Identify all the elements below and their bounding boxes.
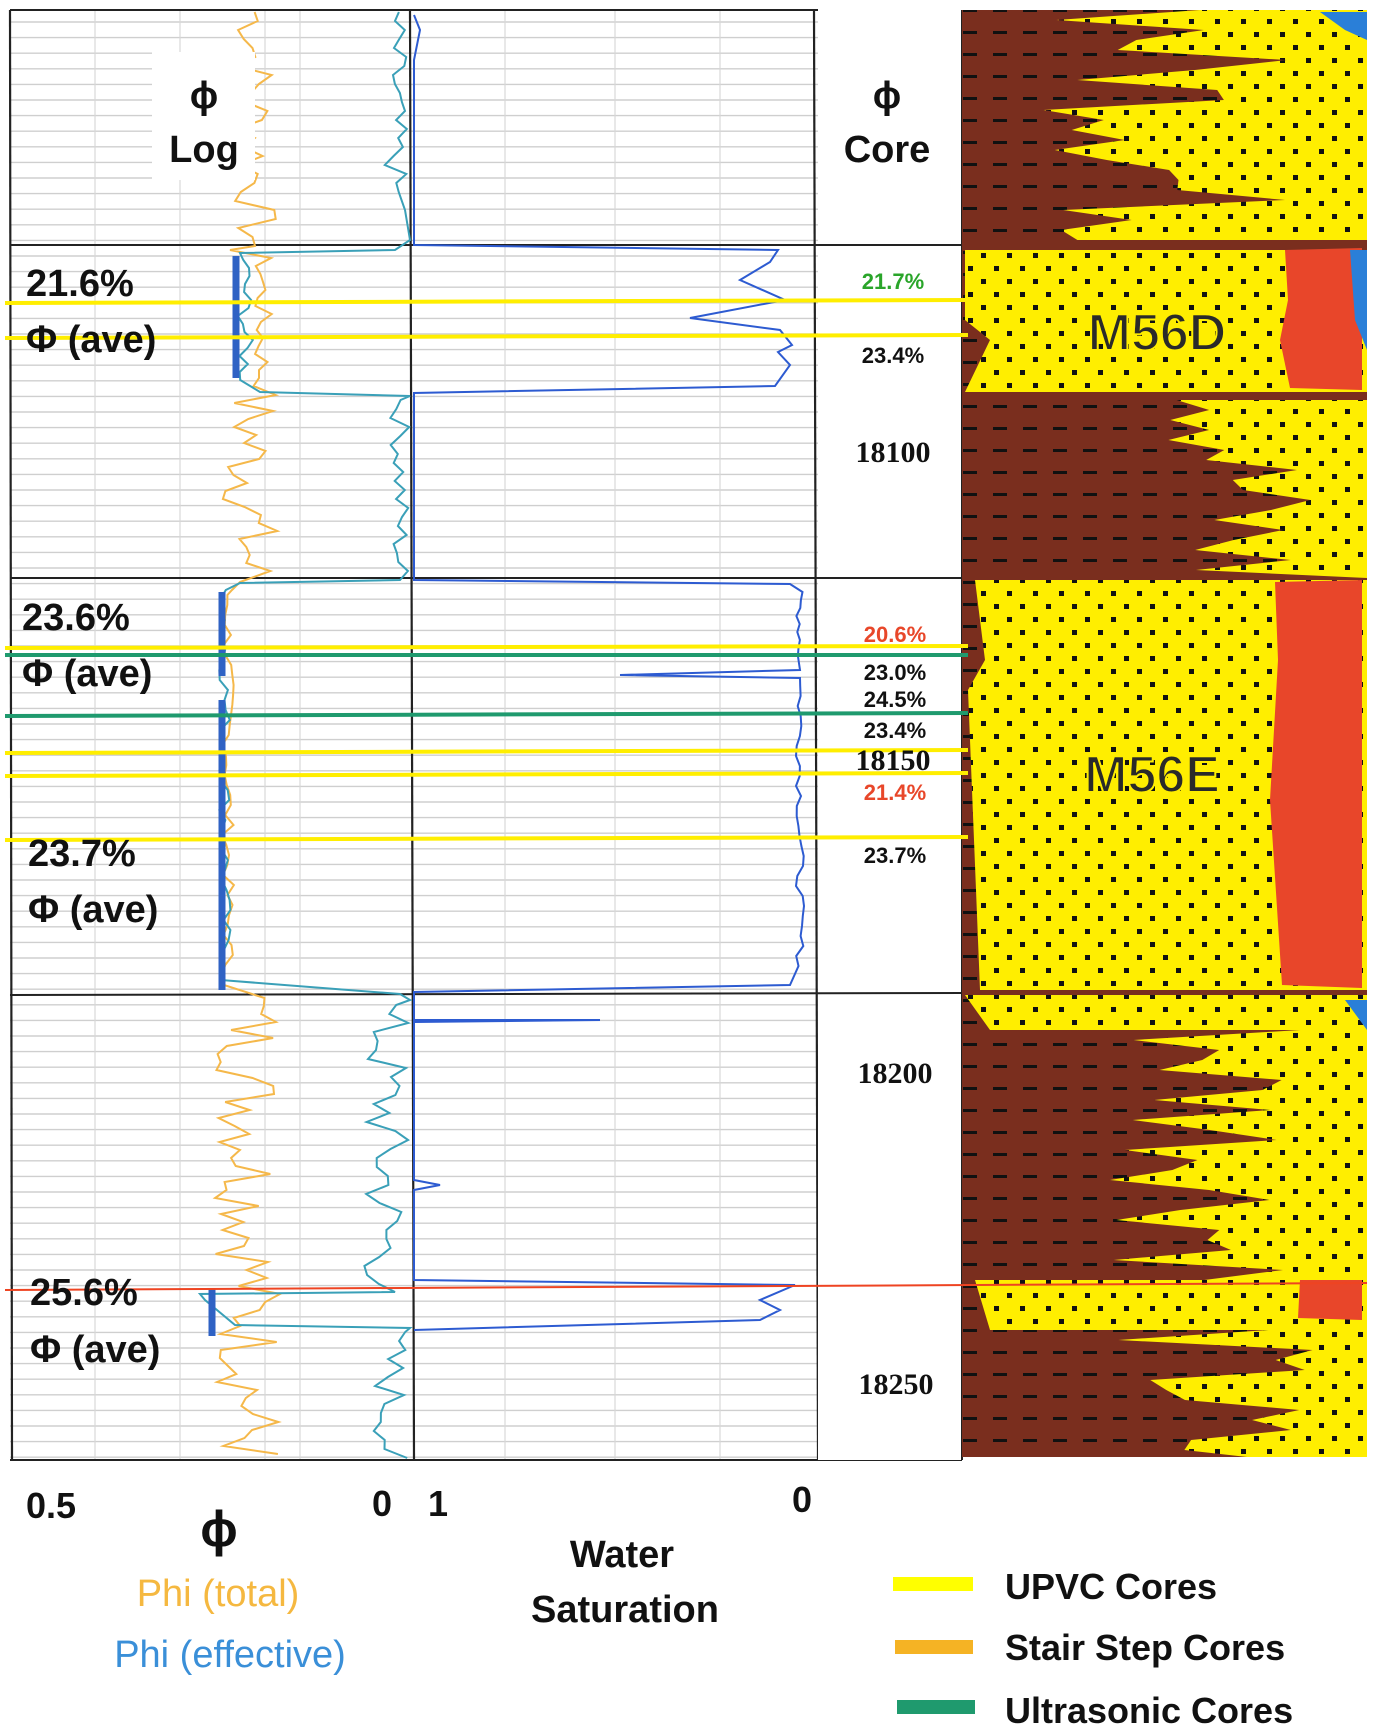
log-curves — [197, 11, 806, 1459]
phi-effective-label: Phi (effective) — [114, 1634, 346, 1676]
ave-porosity-label-4: Φ (ave) — [30, 1329, 160, 1371]
phi-axis-symbol: ϕ — [200, 1501, 237, 1557]
zone-boundary — [9, 992, 963, 996]
phi-axis-right: 0 — [372, 1483, 392, 1524]
core-value-4: 23.0% — [864, 660, 926, 685]
phi-effective-curve — [197, 11, 413, 1459]
ave-porosity-label-3: Φ (ave) — [28, 889, 158, 931]
track-border — [8, 9, 14, 1461]
sw-label-line1: Water — [570, 1534, 674, 1576]
core-header-box — [826, 52, 946, 180]
sand-m56d — [965, 250, 1367, 392]
ave-porosity-value-3: 23.7% — [28, 833, 136, 875]
phi-total-label: Phi (total) — [137, 1573, 300, 1615]
zone-label-m56e: M56E — [1084, 746, 1220, 804]
log-phi-symbol: ϕ — [190, 75, 218, 117]
legend-label-ultrasonic: Ultrasonic Cores — [1005, 1690, 1293, 1731]
core-markers — [4, 298, 1368, 1291]
lithology-column — [962, 10, 1367, 1457]
depth-label-18250: 18250 — [859, 1368, 934, 1401]
ave-porosity-value-1: 21.6% — [26, 263, 134, 305]
core-value-8: 23.7% — [864, 843, 926, 868]
sand-thin — [965, 995, 1367, 1030]
oil-m56e — [1270, 580, 1362, 988]
water-saturation-curve — [413, 14, 806, 1331]
core-marker-line — [4, 298, 969, 305]
depth-label-18150: 18150 — [856, 744, 931, 777]
ave-porosity-value-4: 25.6% — [30, 1272, 138, 1314]
oil-lower — [1298, 1280, 1362, 1320]
sand-band-mid — [1168, 400, 1367, 578]
core-column — [818, 10, 962, 1460]
core-marker-line — [4, 644, 969, 650]
log-header-box — [152, 52, 255, 180]
log-header-label: Log — [169, 129, 239, 171]
depth-label-18200: 18200 — [858, 1057, 933, 1090]
sand-m56e — [968, 580, 1367, 990]
core-marker-line — [4, 333, 969, 340]
gas-thin — [1345, 1000, 1367, 1030]
core-value-2: 23.4% — [862, 343, 924, 368]
core-header-label: Core — [844, 129, 931, 171]
oil-m56d — [1280, 248, 1362, 390]
sand-band-top — [1043, 10, 1367, 240]
legend-label-upvc: UPVC Cores — [1005, 1566, 1217, 1607]
core-value-6: 23.4% — [864, 718, 926, 743]
ave-porosity-label-2: Φ (ave) — [22, 653, 152, 695]
core-value-1: 21.7% — [862, 269, 924, 294]
ave-porosity-value-2: 23.6% — [22, 597, 130, 639]
depth-label-18100: 18100 — [856, 436, 931, 469]
sand-lower — [975, 1280, 1367, 1330]
phi-total-curve — [212, 11, 284, 1455]
phi-axis-left: 0.5 — [26, 1485, 76, 1526]
core-marker-line — [4, 711, 969, 718]
core-phi-symbol: ϕ — [873, 75, 901, 117]
gas-m56d — [1350, 250, 1367, 350]
sw-label-line2: Saturation — [531, 1589, 719, 1631]
legend-swatch-upvc — [893, 1577, 973, 1591]
core-value-7: 21.4% — [864, 780, 926, 805]
core-value-5: 24.5% — [864, 687, 926, 712]
log-grid — [8, 9, 963, 1461]
core-marker-line — [4, 835, 969, 842]
zone-label-m56d: M56D — [1088, 304, 1227, 362]
legend-swatch-stair-step — [895, 1640, 973, 1654]
sand-band-low — [1110, 1000, 1367, 1290]
sw-axis-left: 1 — [428, 1483, 448, 1524]
core-value-3: 20.6% — [864, 622, 926, 647]
core-marker-line — [4, 748, 969, 755]
legend-label-stair-step: Stair Step Cores — [1005, 1627, 1285, 1668]
sw-axis-right: 0 — [792, 1479, 812, 1520]
legend-swatch-ultrasonic — [897, 1700, 975, 1714]
sand-band-bottom — [1118, 1330, 1367, 1457]
core-marker-line — [4, 771, 969, 778]
red-marker-line — [4, 1282, 1368, 1291]
ave-porosity-label-1: Φ (ave) — [26, 319, 156, 361]
gas-top — [1320, 12, 1367, 40]
legend: UPVC Cores Stair Step Cores Ultrasonic C… — [893, 1566, 1293, 1731]
track-border — [812, 9, 820, 1461]
